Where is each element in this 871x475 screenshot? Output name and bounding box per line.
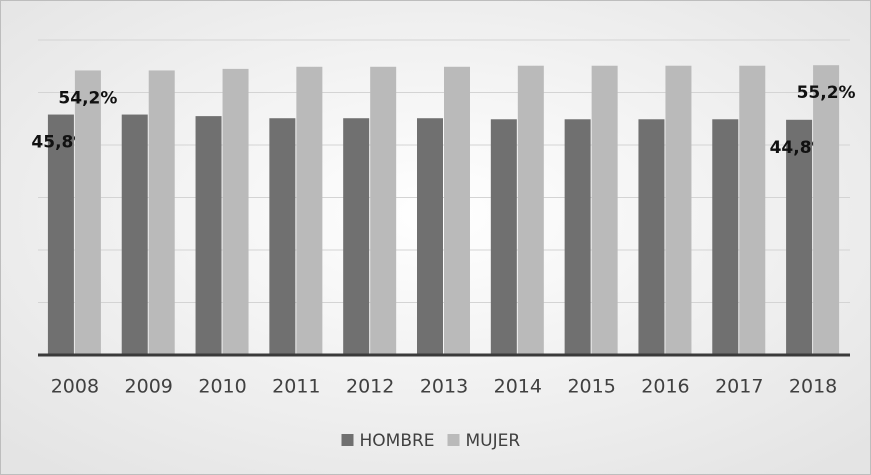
bar: [370, 66, 397, 356]
data-label: 55,2%: [797, 83, 856, 103]
bar: [517, 65, 544, 355]
x-tick-label: 2012: [346, 376, 394, 398]
bar: [296, 66, 323, 356]
bar: [564, 119, 591, 356]
bar: [343, 118, 370, 355]
bar: [74, 70, 101, 355]
bar: [712, 119, 739, 356]
bar: [739, 65, 766, 355]
bar: [490, 119, 517, 356]
bar: [444, 66, 470, 356]
bar: [148, 70, 175, 355]
x-tick-label: 2015: [567, 376, 615, 398]
legend-label: MUJER: [466, 431, 521, 451]
bar: [417, 118, 443, 355]
bar: [591, 65, 618, 355]
bar: [222, 68, 249, 355]
data-label: 54,2%: [58, 88, 117, 108]
bar: [47, 114, 74, 355]
x-tick-label: 2014: [494, 376, 542, 398]
bar: [638, 119, 665, 356]
bar: [195, 116, 222, 355]
x-tick-label: 2010: [198, 376, 246, 398]
legend-swatch: [447, 434, 460, 446]
bar: [121, 114, 148, 355]
x-tick-label: 2008: [51, 376, 99, 398]
x-tick-label: 2018: [789, 376, 837, 398]
bar: [269, 118, 296, 355]
bar: [665, 65, 692, 355]
x-tick-label: 2016: [641, 376, 689, 398]
bar: [813, 65, 840, 355]
legend-swatch: [341, 434, 354, 446]
x-tick-label: 2011: [272, 376, 320, 398]
x-tick-label: 2017: [715, 376, 763, 398]
x-tick-label: 2009: [125, 376, 173, 398]
x-tick-label: 2013: [420, 376, 468, 398]
bar: [786, 119, 813, 355]
legend-label: HOMBRE: [360, 431, 435, 451]
